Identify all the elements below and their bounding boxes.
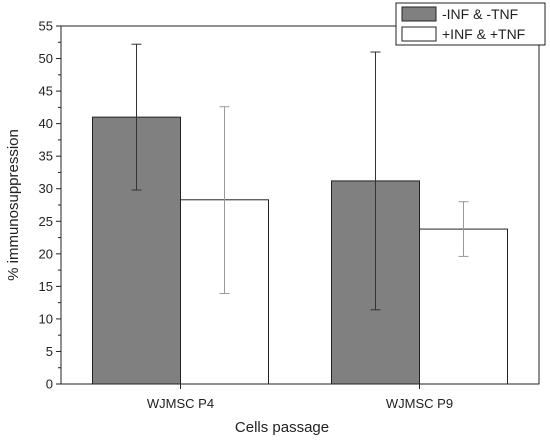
x-tick-label: WJMSC P4: [147, 396, 214, 411]
y-tick-label: 30: [39, 181, 53, 196]
y-tick-label: 0: [46, 377, 53, 392]
y-tick-label: 10: [39, 311, 53, 326]
legend-label-series-2: +INF & +TNF: [442, 26, 525, 42]
y-axis: 0 5 10 15 20 25 30 35 40 45 50 55: [39, 19, 61, 392]
legend-label-series-1: -INF & -TNF: [442, 6, 518, 22]
y-tick-label: 40: [39, 116, 53, 131]
y-tick-label: 50: [39, 51, 53, 66]
legend-swatch-series-2: [401, 26, 437, 42]
y-tick-label: 35: [39, 149, 53, 164]
y-tick-label: 25: [39, 214, 53, 229]
y-tick-label: 55: [39, 19, 53, 34]
y-tick-label: 45: [39, 84, 53, 99]
plot-area: 0 5 10 15 20 25 30 35 40 45 50 55 WJMSC P4 WJMSC P9: [39, 19, 540, 411]
y-axis-title: % immunosuppression: [5, 129, 22, 281]
bars: [92, 116, 508, 385]
legend-swatch-series-1: [401, 6, 437, 22]
y-tick-label: 5: [46, 344, 53, 359]
x-axis-title: Cells passage: [235, 419, 329, 436]
legend: -INF & -TNF +INF & +TNF: [395, 2, 546, 46]
y-tick-label: 20: [39, 246, 53, 261]
error-bars: [131, 43, 469, 311]
x-tick-label: WJMSC P9: [386, 396, 453, 411]
y-tick-label: 15: [39, 279, 53, 294]
x-axis: WJMSC P4 WJMSC P9: [147, 384, 453, 411]
